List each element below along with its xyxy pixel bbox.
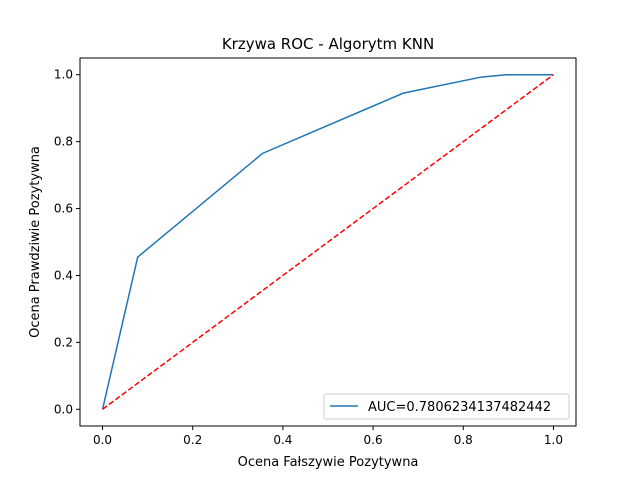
y-tick-label: 1.0 (54, 68, 73, 82)
plot-frame (79, 57, 577, 427)
roc-curve-line (101, 73, 554, 410)
legend-box (323, 393, 570, 420)
y-axis-ticks: 0.0 0.2 0.4 0.6 0.8 1.0 (54, 68, 80, 416)
chart-title: Krzywa ROC - Algorytm KNN (222, 35, 434, 53)
y-tick-label: 0.2 (54, 335, 73, 349)
diagonal-reference-line (102, 74, 554, 410)
y-tick-label: 0.0 (54, 402, 73, 416)
x-tick-label: 0.8 (454, 433, 473, 447)
x-tick-label: 0.4 (273, 433, 292, 447)
x-axis-ticks: 0.0 0.2 0.4 0.6 0.8 1.0 (93, 426, 563, 447)
x-tick-label: 0.2 (183, 433, 202, 447)
x-tick-label: 0.6 (364, 433, 383, 447)
x-tick-label: 0.0 (93, 433, 112, 447)
legend-label: AUC=0.7806234137482442 (368, 400, 551, 415)
y-tick-label: 0.6 (54, 202, 73, 216)
plot-lines (101, 73, 554, 410)
y-tick-label: 0.4 (54, 268, 73, 282)
x-tick-label: 1.0 (544, 433, 563, 447)
y-tick-label: 0.8 (54, 135, 73, 149)
legend: AUC=0.7806234137482442 (323, 393, 570, 420)
y-axis-label: Ocena Prawdziwie Pozytywna (28, 146, 43, 338)
x-axis-label: Ocena Fałszywie Pozytywna (238, 455, 419, 470)
